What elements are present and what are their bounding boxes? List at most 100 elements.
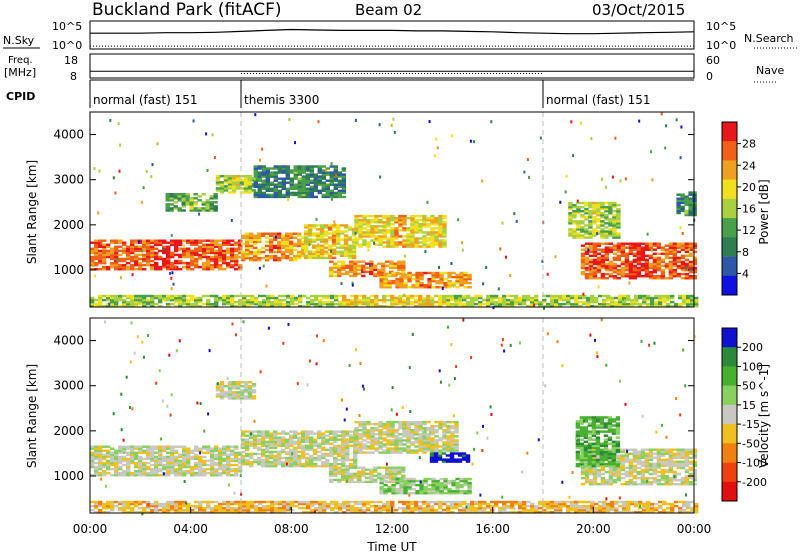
heatmap-cell bbox=[341, 173, 346, 176]
heatmap-cell bbox=[688, 209, 693, 213]
heatmap-cell bbox=[353, 266, 358, 270]
heatmap-cell bbox=[403, 275, 408, 279]
heatmap-cell bbox=[285, 175, 290, 178]
heatmap-cell bbox=[223, 189, 229, 192]
heatmap-cell bbox=[98, 465, 103, 469]
heatmap-cell bbox=[349, 436, 354, 439]
heatmap-cell bbox=[305, 452, 310, 456]
heatmap-cell bbox=[154, 241, 159, 244]
heatmap-cell bbox=[289, 456, 294, 460]
heatmap-cell bbox=[126, 294, 131, 298]
heatmap-cell bbox=[596, 218, 601, 221]
heatmap-cell bbox=[423, 286, 428, 289]
heatmap-cell bbox=[126, 474, 131, 477]
heatmap-cell bbox=[410, 451, 415, 454]
heatmap-cell bbox=[562, 298, 567, 302]
heatmap-cell bbox=[146, 302, 151, 306]
heatmap-cell bbox=[313, 448, 318, 452]
heatmap-cell bbox=[321, 456, 326, 460]
heatmap-cell bbox=[226, 455, 231, 459]
heatmap-cell bbox=[592, 258, 598, 262]
heatmap-cell bbox=[146, 243, 151, 247]
heatmap-cell bbox=[353, 268, 358, 272]
heatmap-cell bbox=[347, 244, 353, 247]
heatmap-cell bbox=[162, 239, 167, 242]
heatmap-cell bbox=[253, 173, 258, 176]
heatmap-cell bbox=[238, 469, 243, 473]
heatmap-cell bbox=[668, 256, 674, 260]
heatmap-cell bbox=[341, 179, 346, 182]
heatmap-cell bbox=[142, 298, 147, 302]
heatmap-cell bbox=[250, 296, 255, 300]
heatmap-cell bbox=[350, 298, 355, 302]
heatmap-cell bbox=[94, 469, 99, 473]
heatmap-cell bbox=[202, 268, 207, 271]
heatmap-cell bbox=[285, 442, 290, 446]
heatmap-cell bbox=[231, 183, 237, 186]
heatmap-cell bbox=[333, 183, 338, 186]
heatmap-cell bbox=[482, 302, 487, 306]
heatmap-cell bbox=[640, 252, 646, 256]
heatmap-cell bbox=[378, 231, 383, 234]
heatmap-cell bbox=[230, 449, 235, 453]
heatmap-cell bbox=[142, 461, 147, 465]
heatmap-cell bbox=[498, 296, 503, 300]
heatmap-cell bbox=[185, 199, 190, 202]
heatmap-cell bbox=[150, 463, 155, 467]
heatmap-cell bbox=[194, 241, 199, 244]
heatmap-cell bbox=[202, 249, 207, 253]
heatmap-cell bbox=[390, 449, 395, 452]
heatmap-cell bbox=[620, 266, 626, 270]
heatmap-cell bbox=[439, 483, 444, 487]
heatmap-cell bbox=[134, 255, 139, 259]
heatmap-cell bbox=[628, 260, 634, 264]
heatmap-cell bbox=[130, 249, 135, 253]
heatmap-cell bbox=[273, 195, 278, 199]
heatmap-speck bbox=[308, 243, 311, 246]
heatmap-cell bbox=[194, 455, 199, 459]
heatmap-cell bbox=[333, 470, 338, 474]
heatmap-cell bbox=[427, 487, 432, 491]
heatmap-cell bbox=[570, 296, 575, 300]
heatmap-cell bbox=[206, 447, 211, 450]
heatmap-cell bbox=[588, 250, 594, 254]
heatmap-cell bbox=[281, 187, 286, 191]
heatmap-cell bbox=[313, 462, 318, 466]
heatmap-cell bbox=[399, 481, 404, 485]
heatmap-cell bbox=[410, 233, 415, 236]
heatmap-cell bbox=[394, 231, 399, 234]
heatmap-cell bbox=[253, 191, 258, 195]
heatmap-cell bbox=[616, 277, 622, 280]
heatmap-cell bbox=[686, 294, 691, 298]
heatmap-cell bbox=[676, 266, 682, 270]
heatmap-cell bbox=[218, 268, 223, 271]
y-tick-label: 3000 bbox=[53, 173, 84, 187]
heatmap-cell bbox=[206, 302, 211, 306]
heatmap-cell bbox=[422, 433, 427, 436]
heatmap-cell bbox=[411, 487, 416, 491]
heatmap-cell bbox=[478, 294, 483, 298]
heatmap-cell bbox=[431, 271, 436, 275]
heatmap-cell bbox=[162, 296, 167, 300]
heatmap-cell bbox=[354, 429, 359, 432]
heatmap-cell bbox=[114, 298, 119, 302]
heatmap-cell bbox=[596, 456, 602, 460]
heatmap-cell bbox=[289, 444, 294, 448]
heatmap-cell bbox=[394, 429, 399, 432]
heatmap-cell bbox=[684, 268, 690, 272]
heatmap-cell bbox=[134, 461, 139, 465]
heatmap-cell bbox=[106, 243, 111, 247]
heatmap-cell bbox=[162, 465, 167, 469]
heatmap-cell bbox=[214, 251, 219, 255]
heatmap-cell bbox=[289, 434, 294, 437]
heatmap-cell bbox=[414, 445, 419, 448]
heatmap-cell bbox=[134, 294, 139, 298]
heatmap-cell bbox=[185, 203, 190, 206]
heatmap-cell bbox=[362, 227, 367, 230]
heatmap-cell bbox=[446, 420, 451, 424]
heatmap-cell bbox=[138, 469, 143, 473]
heatmap-cell bbox=[510, 302, 515, 306]
heatmap-cell bbox=[568, 207, 573, 211]
heatmap-cell bbox=[335, 236, 341, 239]
heatmap-cell bbox=[345, 452, 350, 456]
